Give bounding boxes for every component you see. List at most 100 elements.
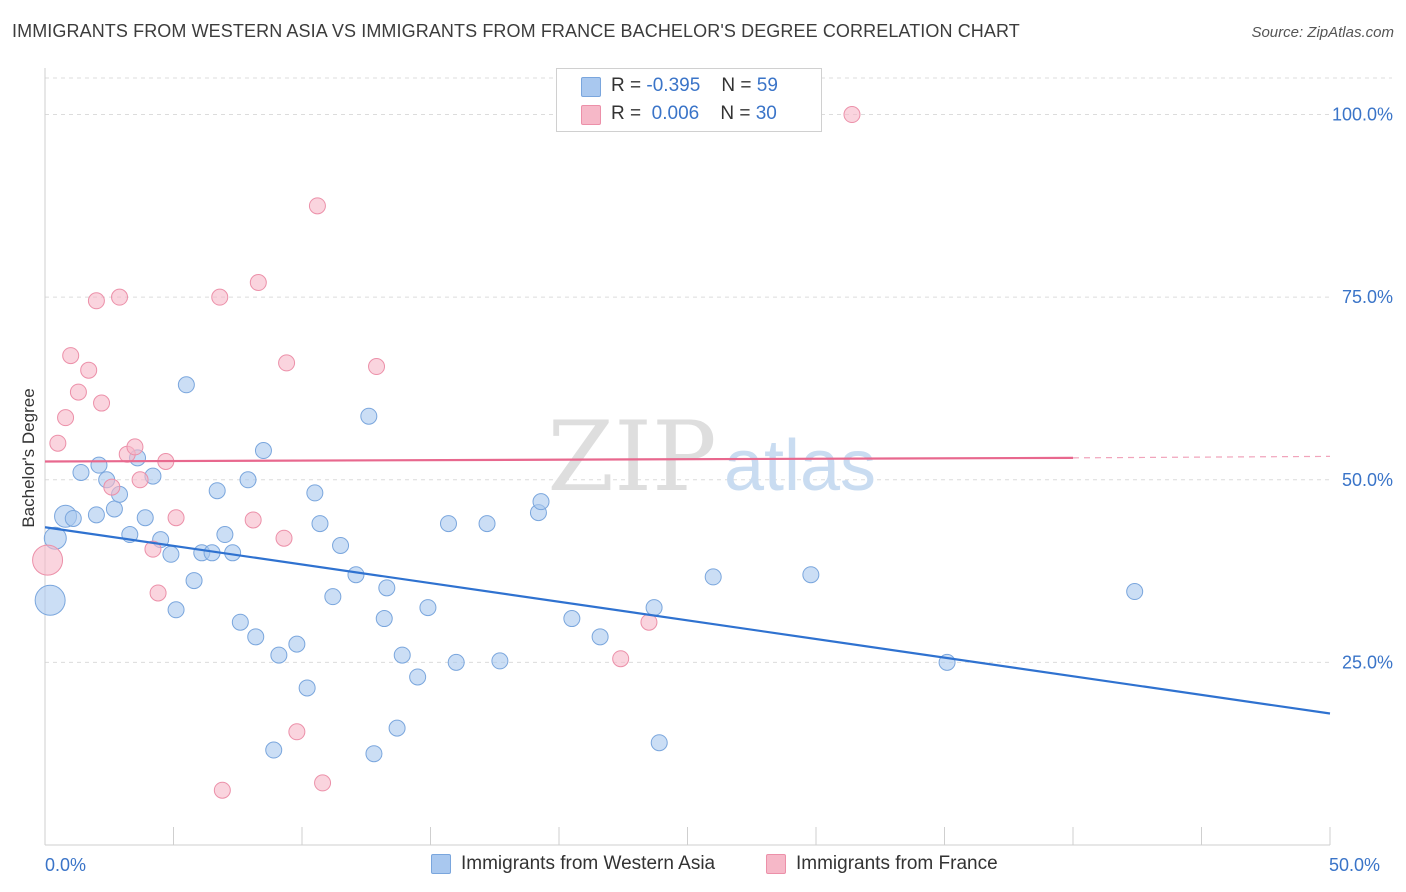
point-france <box>278 354 296 372</box>
point-western-asia <box>388 719 406 737</box>
point-france <box>131 471 149 489</box>
point-western-asia <box>185 572 203 590</box>
point-france <box>612 650 630 668</box>
legend-swatch-western-asia <box>581 77 601 97</box>
point-western-asia <box>324 588 342 606</box>
point-western-asia <box>439 515 457 533</box>
legend-n-label: N = <box>721 75 752 96</box>
legend-n-label: N = <box>720 103 751 124</box>
trend-lines <box>44 455 1331 715</box>
point-western-asia <box>704 568 722 586</box>
watermark-atlas: atlas <box>724 426 876 506</box>
point-western-asia <box>332 537 350 555</box>
correlation-legend: R = -0.395 N = 59 R = 0.006 N = 30 <box>556 68 822 132</box>
point-france <box>49 434 67 452</box>
point-western-asia <box>393 646 411 664</box>
point-western-asia <box>1126 583 1144 601</box>
bottom-legend-swatch-france <box>766 854 786 874</box>
point-western-asia <box>288 635 306 653</box>
watermark: ZIP atlas <box>547 401 876 513</box>
point-france <box>111 288 129 306</box>
point-western-asia <box>298 679 316 697</box>
legend-r-value: 0.006 <box>651 103 700 124</box>
point-western-asia <box>306 484 324 502</box>
source-credit: Source: ZipAtlas.com <box>1251 24 1394 41</box>
point-france <box>93 394 111 412</box>
point-western-asia <box>378 579 396 597</box>
point-france <box>249 274 267 292</box>
point-france <box>149 584 167 602</box>
point-western-asia <box>563 610 581 628</box>
point-france <box>314 774 332 792</box>
point-western-asia <box>650 734 668 752</box>
y-tick-label: 50.0% <box>1342 470 1393 490</box>
y-tick-label: 75.0% <box>1342 287 1393 307</box>
point-western-asia <box>136 509 154 527</box>
point-france <box>843 106 861 124</box>
legend-r-value: -0.395 <box>646 75 701 96</box>
point-france <box>211 288 229 306</box>
point-western-asia <box>365 745 383 763</box>
chart-title: IMMIGRANTS FROM WESTERN ASIA VS IMMIGRAN… <box>12 21 1020 41</box>
point-france <box>244 511 262 529</box>
point-western-asia <box>247 628 265 646</box>
point-western-asia <box>419 599 437 617</box>
bottom-legend-swatch-western-asia <box>431 854 451 874</box>
point-france <box>32 544 64 576</box>
point-western-asia <box>375 610 393 628</box>
point-france <box>213 781 231 799</box>
point-france <box>87 292 105 310</box>
legend-n-value: 59 <box>756 75 778 96</box>
point-france <box>167 509 185 527</box>
trend-line-western-asia <box>44 526 1331 715</box>
point-western-asia <box>265 741 283 759</box>
point-western-asia <box>270 646 288 664</box>
trend-line-france-extension <box>1072 455 1331 459</box>
point-western-asia <box>591 628 609 646</box>
tick-labels: 100.0% 75.0% 50.0% 25.0% 0.0% 50.0% <box>45 105 1393 875</box>
point-western-asia <box>409 668 427 686</box>
watermark-zip: ZIP <box>547 401 716 513</box>
point-france <box>62 347 80 365</box>
x-tick-label: 50.0% <box>1329 855 1380 875</box>
point-france <box>308 197 326 215</box>
point-western-asia <box>87 506 105 524</box>
point-western-asia <box>167 601 185 619</box>
point-western-asia <box>105 500 123 518</box>
point-western-asia <box>162 545 180 563</box>
point-western-asia <box>208 482 226 500</box>
point-western-asia <box>447 653 465 671</box>
point-western-asia <box>34 584 66 616</box>
point-france <box>80 361 98 379</box>
y-tick-label: 100.0% <box>1332 105 1393 125</box>
y-axis-label: Bachelor's Degree <box>19 388 38 527</box>
point-western-asia <box>802 566 820 584</box>
point-france <box>368 358 386 376</box>
point-france <box>126 438 144 456</box>
point-western-asia <box>239 471 257 489</box>
point-france <box>103 478 121 496</box>
point-western-asia <box>64 509 82 527</box>
legend-n-value: 30 <box>755 103 777 124</box>
point-france <box>69 383 87 401</box>
point-western-asia <box>347 566 365 584</box>
point-western-asia <box>532 493 550 511</box>
point-western-asia <box>254 442 272 460</box>
axes <box>44 68 1331 846</box>
trend-line-france <box>44 456 1074 463</box>
point-western-asia <box>216 526 234 544</box>
point-western-asia <box>231 613 249 631</box>
point-western-asia <box>311 515 329 533</box>
point-western-asia <box>177 376 195 394</box>
point-western-asia <box>72 463 90 481</box>
point-france <box>275 529 293 547</box>
point-western-asia <box>360 407 378 425</box>
point-france <box>57 409 75 427</box>
x-tick-label: 0.0% <box>45 855 86 875</box>
legend-r-label: R = <box>611 103 642 124</box>
point-western-asia <box>491 652 509 670</box>
point-western-asia <box>478 515 496 533</box>
legend-r-label: R = <box>611 75 642 96</box>
data-points <box>32 106 1144 799</box>
